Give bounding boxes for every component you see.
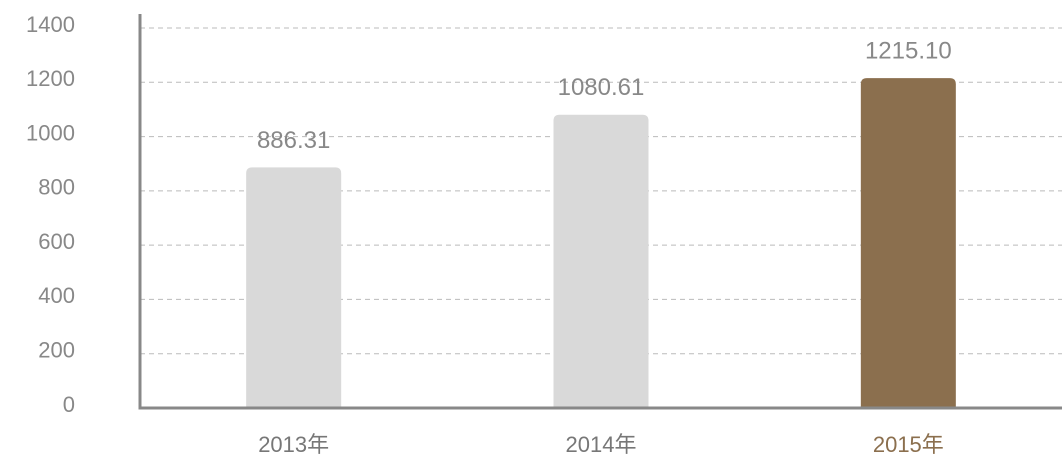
- value-label: 1215.10: [865, 38, 952, 65]
- y-tick-label: 1000: [26, 120, 75, 145]
- bar: [860, 78, 956, 409]
- x-tick-label: 2014年: [566, 432, 637, 457]
- bar: [246, 167, 342, 408]
- bar: [553, 114, 649, 408]
- y-tick-label: 800: [38, 175, 75, 200]
- x-tick-label: 2015年: [873, 432, 944, 457]
- y-tick-label: 1200: [26, 66, 75, 91]
- value-label: 1080.61: [558, 74, 645, 101]
- value-label: 886.31: [257, 127, 330, 154]
- y-tick-label: 200: [38, 338, 75, 363]
- x-tick-label: 2013年: [258, 432, 329, 457]
- y-tick-label: 600: [38, 229, 75, 254]
- y-tick-label: 0: [63, 392, 75, 417]
- y-tick-label: 400: [38, 283, 75, 308]
- y-tick-label: 1400: [26, 12, 75, 37]
